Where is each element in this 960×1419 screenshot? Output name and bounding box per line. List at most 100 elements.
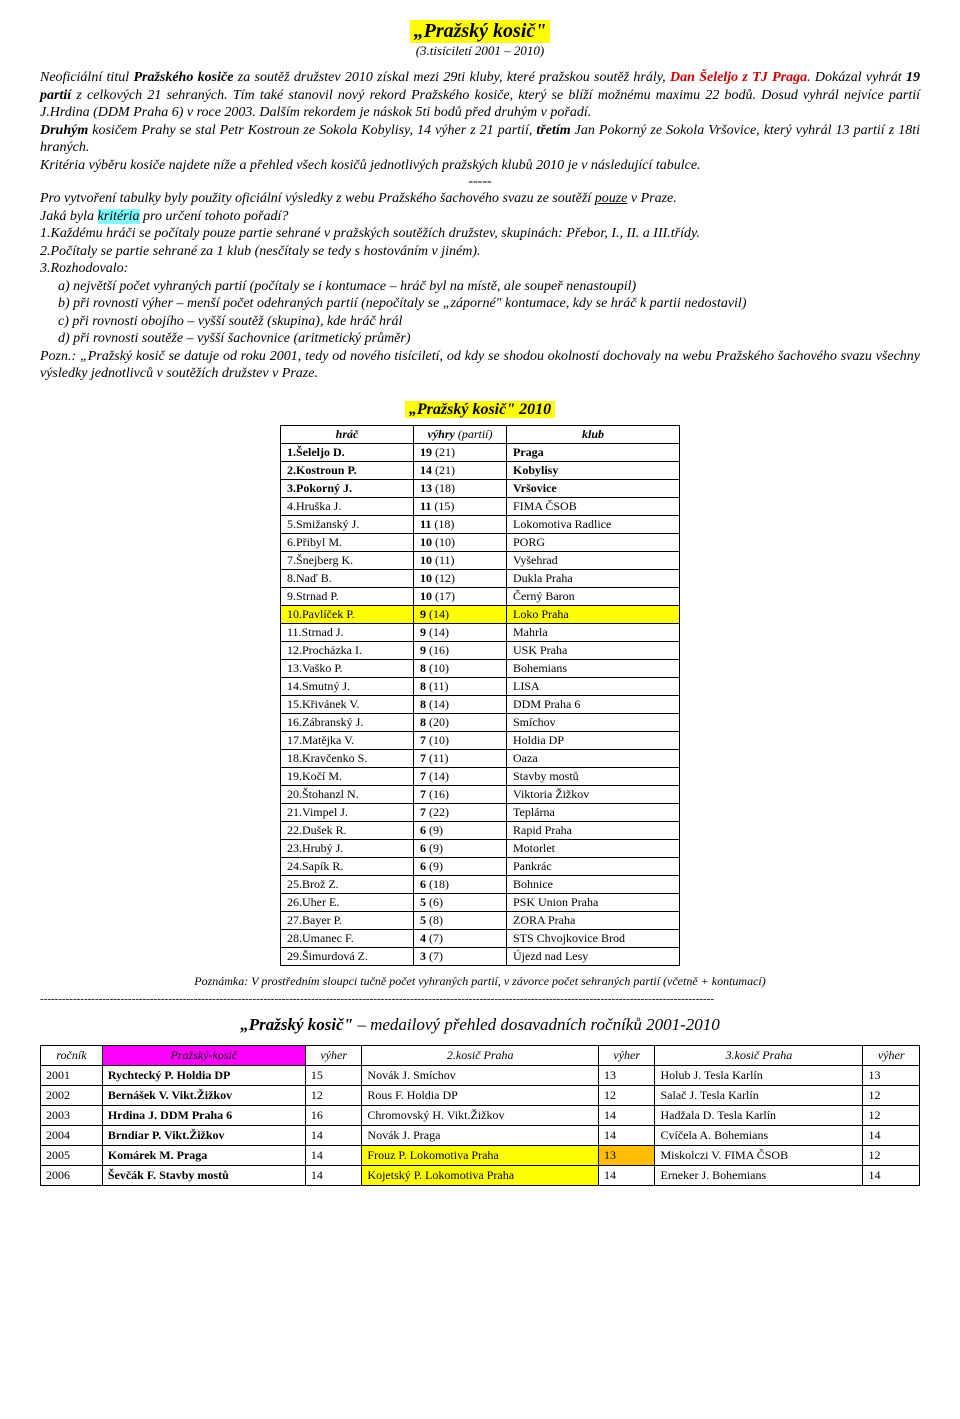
cell-year: 2002 bbox=[41, 1085, 103, 1105]
cell-hrac: 18.Kravčenko S. bbox=[281, 749, 414, 767]
cell-hrac: 16.Zábranský J. bbox=[281, 713, 414, 731]
medal-row: 2005Komárek M. Praga14Frouz P. Lokomotiv… bbox=[41, 1145, 920, 1165]
table-row: 2.Kostroun P.14 (21)Kobylisy bbox=[281, 461, 680, 479]
medal-header-row: ročník Pražský-kosič výher 2.kosič Praha… bbox=[41, 1045, 920, 1065]
cell-vyhry: 9 (14) bbox=[414, 605, 507, 623]
cell-vyhry: 7 (16) bbox=[414, 785, 507, 803]
table-row: 10.Pavlíček P.9 (14)Loko Praha bbox=[281, 605, 680, 623]
cell-pk: Brndiar P. Vikt.Žižkov bbox=[102, 1125, 305, 1145]
cell-v3: 13 bbox=[863, 1065, 920, 1085]
cell-pk: Hrdina J. DDM Praha 6 bbox=[102, 1105, 305, 1125]
text: Pro vytvoření tabulky byly použity ofici… bbox=[40, 191, 595, 206]
cell-klub: PORG bbox=[507, 533, 680, 551]
table-row: 11.Strnad J.9 (14)Mahrla bbox=[281, 623, 680, 641]
cell-hrac: 3.Pokorný J. bbox=[281, 479, 414, 497]
cell-klub: ZORA Praha bbox=[507, 911, 680, 929]
cell-vyhry: 14 (21) bbox=[414, 461, 507, 479]
table-header-row: hráč výhry (partií) klub bbox=[281, 425, 680, 443]
cell-hrac: 11.Strnad J. bbox=[281, 623, 414, 641]
table-row: 1.Šeleljo D.19 (21)Praga bbox=[281, 443, 680, 461]
table-row: 27.Bayer P.5 (8)ZORA Praha bbox=[281, 911, 680, 929]
cell-hrac: 2.Kostroun P. bbox=[281, 461, 414, 479]
cell-v3: 14 bbox=[863, 1165, 920, 1185]
cell-klub: Motorlet bbox=[507, 839, 680, 857]
cell-klub: Rapid Praha bbox=[507, 821, 680, 839]
cell-hrac: 9.Strnad P. bbox=[281, 587, 414, 605]
cell-v1: 14 bbox=[305, 1165, 362, 1185]
cell-vyhry: 8 (10) bbox=[414, 659, 507, 677]
cell-klub: Pankrác bbox=[507, 857, 680, 875]
cell-vyhry: 5 (6) bbox=[414, 893, 507, 911]
cell-vyhry: 13 (18) bbox=[414, 479, 507, 497]
text: Druhým bbox=[40, 123, 88, 138]
cell-vyhry: 7 (14) bbox=[414, 767, 507, 785]
cell-vyhry: 8 (20) bbox=[414, 713, 507, 731]
cell-vyhry: 19 (21) bbox=[414, 443, 507, 461]
cell-v3: 14 bbox=[863, 1125, 920, 1145]
cell-klub: Oaza bbox=[507, 749, 680, 767]
table-note: Poznámka: V prostředním sloupci tučně po… bbox=[40, 974, 920, 989]
cell-k3: Erneker J. Bohemians bbox=[655, 1165, 863, 1185]
cell-klub: DDM Praha 6 bbox=[507, 695, 680, 713]
cell-klub: Černý Baron bbox=[507, 587, 680, 605]
table-row: 25.Brož Z.6 (18)Bohnice bbox=[281, 875, 680, 893]
medal-title: „Pražský kosič" – medailový přehled dosa… bbox=[40, 1015, 920, 1035]
table-row: 24.Sapík R.6 (9)Pankrác bbox=[281, 857, 680, 875]
text: kosičem Prahy se stal Petr Kostroun ze S… bbox=[88, 123, 536, 138]
cell-v2: 14 bbox=[598, 1105, 655, 1125]
cell-hrac: 12.Procházka I. bbox=[281, 641, 414, 659]
cell-v2: 14 bbox=[598, 1125, 655, 1145]
table-row: 17.Matějka V.7 (10)Holdia DP bbox=[281, 731, 680, 749]
cell-vyhry: 9 (16) bbox=[414, 641, 507, 659]
cell-year: 2001 bbox=[41, 1065, 103, 1085]
cell-vyhry: 8 (14) bbox=[414, 695, 507, 713]
separator: ----- bbox=[40, 174, 920, 190]
cell-hrac: 29.Šimurdová Z. bbox=[281, 947, 414, 965]
cell-klub: Vyšehrad bbox=[507, 551, 680, 569]
cell-klub: USK Praha bbox=[507, 641, 680, 659]
cell-klub: Dukla Praha bbox=[507, 569, 680, 587]
cell-k3: Salač J. Tesla Karlín bbox=[655, 1085, 863, 1105]
cell-klub: Bohemians bbox=[507, 659, 680, 677]
th-vyher-2: výher bbox=[598, 1045, 655, 1065]
cell-hrac: 5.Smižanský J. bbox=[281, 515, 414, 533]
medal-table: ročník Pražský-kosič výher 2.kosič Praha… bbox=[40, 1045, 920, 1186]
para-2: Druhým kosičem Prahy se stal Petr Kostro… bbox=[40, 122, 920, 157]
medal-row: 2001Rychtecký P. Holdia DP15Novák J. Smí… bbox=[41, 1065, 920, 1085]
cell-hrac: 23.Hrubý J. bbox=[281, 839, 414, 857]
th-vyher-3: výher bbox=[863, 1045, 920, 1065]
medal-title-a: „Pražský kosič" bbox=[240, 1015, 353, 1034]
table-row: 7.Šnejberg K.10 (11)Vyšehrad bbox=[281, 551, 680, 569]
cell-hrac: 19.Kočí M. bbox=[281, 767, 414, 785]
cell-v1: 12 bbox=[305, 1085, 362, 1105]
cell-hrac: 8.Naď B. bbox=[281, 569, 414, 587]
th-vyhry: výhry (partií) bbox=[414, 425, 507, 443]
cell-hrac: 1.Šeleljo D. bbox=[281, 443, 414, 461]
cell-klub: Mahrla bbox=[507, 623, 680, 641]
table-row: 16.Zábranský J.8 (20)Smíchov bbox=[281, 713, 680, 731]
criteria-3: 3.Rozhodovalo: bbox=[40, 260, 920, 278]
cell-vyhry: 9 (14) bbox=[414, 623, 507, 641]
para-note: Pozn.: „Pražský kosič se datuje od roku … bbox=[40, 348, 920, 383]
para-3: Kritéria výběru kosiče najdete níže a př… bbox=[40, 157, 920, 175]
cell-v1: 15 bbox=[305, 1065, 362, 1085]
cell-klub: STS Chvojkovice Brod bbox=[507, 929, 680, 947]
table-row: 8.Naď B.10 (12)Dukla Praha bbox=[281, 569, 680, 587]
cell-vyhry: 3 (7) bbox=[414, 947, 507, 965]
cell-vyhry: 6 (9) bbox=[414, 839, 507, 857]
table-row: 21.Vimpel J.7 (22)Teplárna bbox=[281, 803, 680, 821]
cell-hrac: 27.Bayer P. bbox=[281, 911, 414, 929]
cell-vyhry: 7 (10) bbox=[414, 731, 507, 749]
cell-vyhry: 7 (11) bbox=[414, 749, 507, 767]
criteria-3a: a) největší počet vyhraných partií (počí… bbox=[58, 278, 920, 296]
cell-v2: 12 bbox=[598, 1085, 655, 1105]
medal-row: 2004Brndiar P. Vikt.Žižkov14Novák J. Pra… bbox=[41, 1125, 920, 1145]
cell-hrac: 6.Přibyl M. bbox=[281, 533, 414, 551]
table-title: „Pražský kosič" 2010 bbox=[40, 401, 920, 419]
cell-klub: Kobylisy bbox=[507, 461, 680, 479]
cell-k3: Cvíčela A. Bohemians bbox=[655, 1125, 863, 1145]
cell-vyhry: 11 (15) bbox=[414, 497, 507, 515]
table-row: 12.Procházka I.9 (16)USK Praha bbox=[281, 641, 680, 659]
table-row: 3.Pokorný J.13 (18)Vršovice bbox=[281, 479, 680, 497]
para-4: Pro vytvoření tabulky byly použity ofici… bbox=[40, 190, 920, 208]
